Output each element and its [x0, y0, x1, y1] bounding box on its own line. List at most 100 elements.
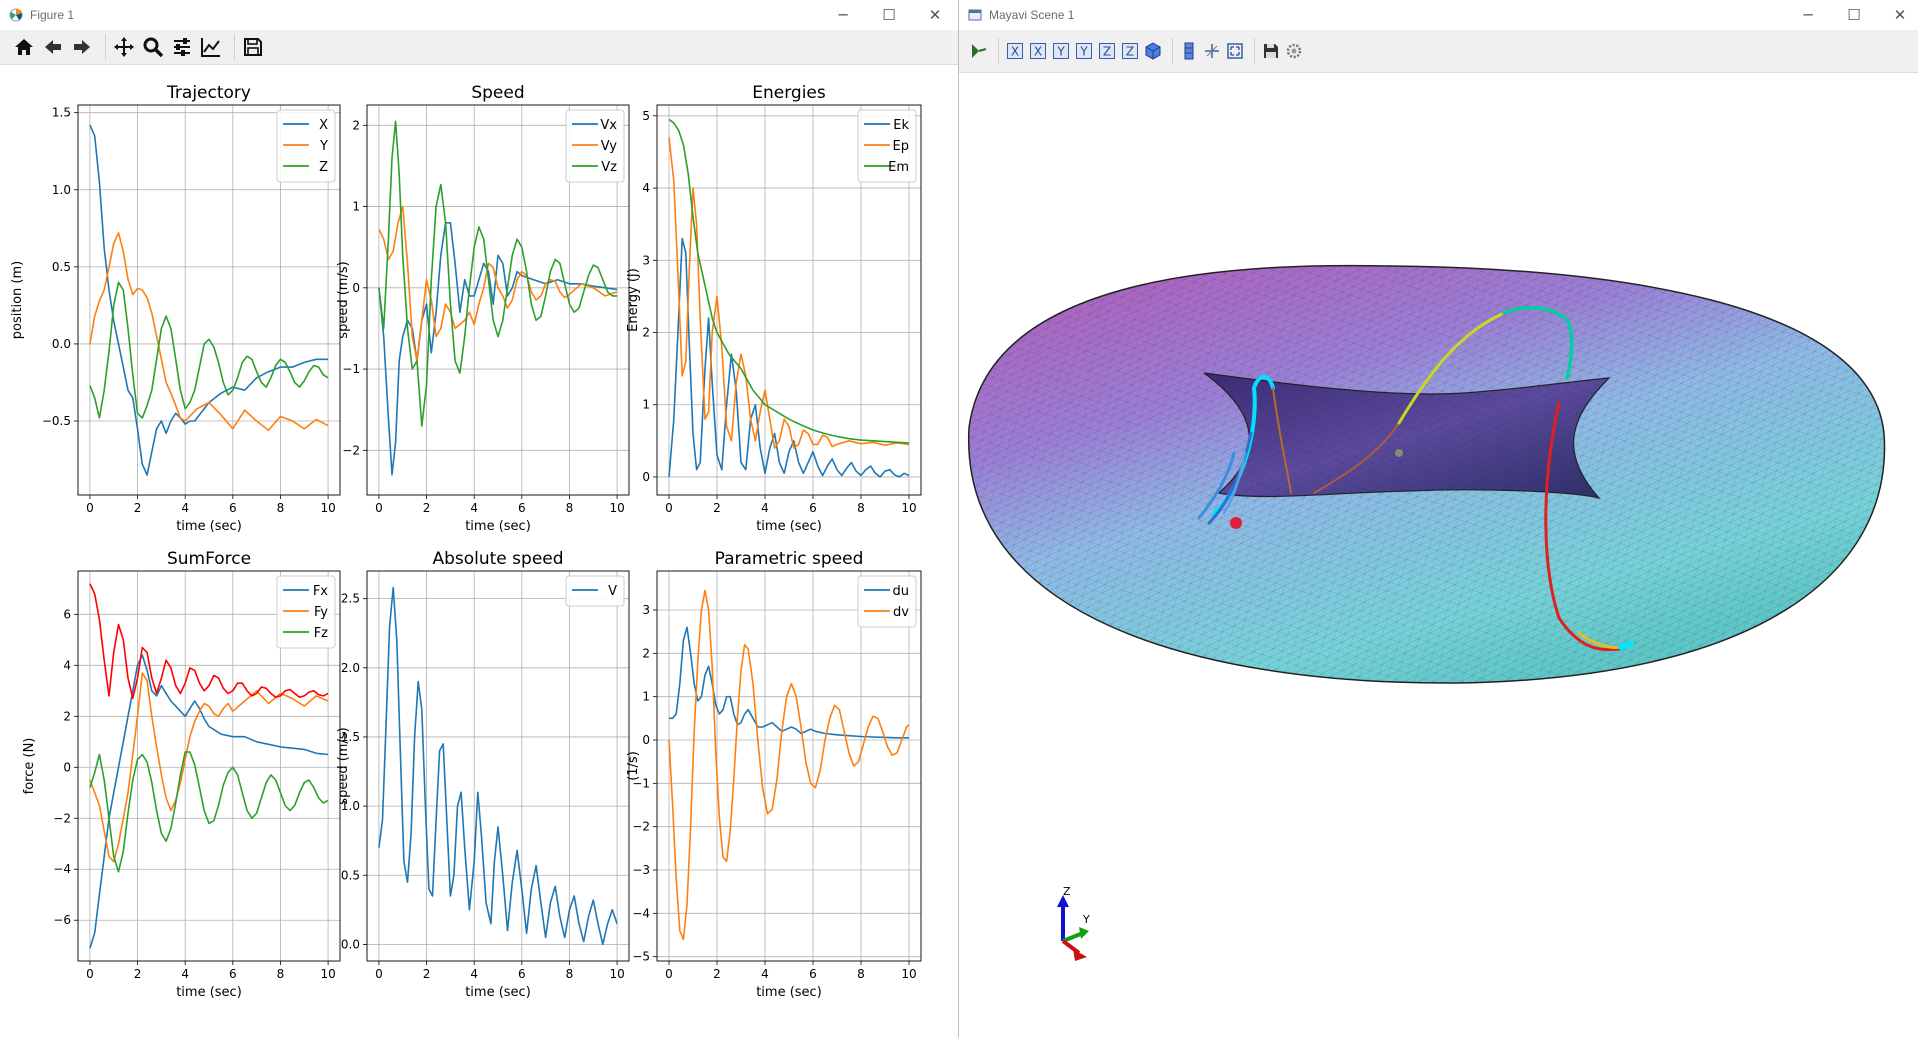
- x-tick-label: 10: [609, 501, 624, 515]
- y-tick-label: 4: [642, 181, 650, 195]
- fullscreen-button[interactable]: [1225, 40, 1245, 62]
- legend-label: Fy: [314, 605, 328, 620]
- particle-start-marker: [1230, 517, 1242, 529]
- x-tick-label: 8: [857, 967, 865, 981]
- save-scene-button[interactable]: [1261, 40, 1281, 62]
- subplot-trajectory: 0 2 4 6 8 10 −0.5 0.0 0.5 1.0 1.5 Trajectory time (s…: [10, 83, 341, 534]
- pan-icon: [114, 37, 134, 57]
- y-tick-label: −1: [632, 776, 650, 790]
- forward-button[interactable]: [70, 35, 94, 59]
- x-tick-label: 10: [901, 501, 916, 515]
- minimize-button[interactable]: ─: [838, 6, 848, 24]
- series-line-y: [89, 232, 329, 432]
- x-tick-label: 10: [320, 967, 335, 981]
- y-tick-label: 6: [63, 607, 71, 621]
- home-icon: [15, 39, 33, 55]
- pan-button[interactable]: [112, 35, 136, 59]
- x-tick-label: 4: [181, 501, 189, 515]
- fullscreen-icon: [1227, 43, 1243, 59]
- toolbar-separator: [998, 38, 999, 64]
- x-tick-label: 10: [901, 967, 916, 981]
- x-tick-label: 10: [609, 967, 624, 981]
- axis-label-z: Z: [1063, 885, 1071, 898]
- series-line-fz: [89, 751, 329, 873]
- subplot-param_speed: 0 2 4 6 8 10 −5 −4 −3 −2 −1 0 1 2 3 Parametric speed tim…: [626, 549, 922, 1000]
- view-x-positive-button[interactable]: X: [1005, 40, 1025, 62]
- y-tick-label: −6: [53, 913, 71, 927]
- axes-frame: [656, 104, 922, 496]
- series-line-vz: [378, 120, 618, 427]
- particle-trajectory: [1197, 306, 1634, 652]
- y-tick-label: −3: [632, 863, 650, 877]
- x-tick-label: 8: [566, 501, 574, 515]
- x-axis-label: time (sec): [176, 519, 242, 534]
- axes-frame: [366, 104, 630, 496]
- axes-frame: [77, 570, 341, 962]
- view-y-negative-button[interactable]: Y: [1074, 40, 1094, 62]
- x-tick-label: 4: [761, 967, 769, 981]
- legend-label: Fz: [314, 626, 328, 641]
- mayavi-pipeline-icon: [972, 44, 987, 58]
- legend-label: Ep: [893, 139, 909, 154]
- y-axis-label: position (m): [10, 261, 25, 339]
- mayavi-app-icon: [968, 9, 982, 21]
- y-tick-label: 0.0: [341, 937, 360, 951]
- maximize-button[interactable]: ☐: [1847, 6, 1861, 24]
- scene-config-icon: [1286, 43, 1302, 59]
- view-y-positive-button[interactable]: Y: [1051, 40, 1071, 62]
- x-tick-label: 4: [761, 501, 769, 515]
- y-tick-label: −2: [53, 811, 71, 825]
- parallel-projection-button[interactable]: [1179, 40, 1199, 62]
- mayavi-pipeline-button[interactable]: [969, 40, 989, 62]
- x-tick-label: 4: [181, 967, 189, 981]
- legend-label: Vy: [601, 139, 618, 154]
- x-tick-label: 2: [713, 967, 721, 981]
- close-button[interactable]: ✕: [1893, 6, 1907, 24]
- view-button-label: Y: [1056, 45, 1065, 59]
- home-button[interactable]: [12, 35, 36, 59]
- toolbar-separator: [105, 34, 106, 60]
- view-button-label: X: [1034, 45, 1042, 59]
- view-button-label: Z: [1126, 45, 1134, 59]
- view-x-negative-button[interactable]: X: [1028, 40, 1048, 62]
- save-icon: [244, 38, 262, 56]
- y-axis-label: force (N): [22, 738, 37, 795]
- x-tick-label: 2: [423, 501, 431, 515]
- view-z-positive-button[interactable]: Z: [1097, 40, 1117, 62]
- zoom-icon: [143, 37, 164, 58]
- zoom-button[interactable]: [141, 35, 165, 59]
- axes-toggle-button[interactable]: [1202, 40, 1222, 62]
- toolbar-separator: [1254, 38, 1255, 64]
- close-button[interactable]: ✕: [928, 6, 942, 24]
- legend-label: V: [608, 584, 617, 599]
- y-tick-label: −5: [632, 950, 650, 964]
- x-tick-label: 8: [857, 501, 865, 515]
- series-line-magnitude: [89, 583, 329, 700]
- view-y-icon: Y: [1053, 43, 1069, 59]
- series-line-fx: [89, 654, 329, 949]
- x-tick-label: 0: [86, 501, 94, 515]
- y-axis-label: (1/s): [626, 751, 641, 781]
- scene-config-button[interactable]: [1284, 40, 1304, 62]
- mayavi-title: Mayavi Scene 1: [989, 8, 1075, 22]
- view-x-icon: X: [1030, 43, 1046, 59]
- series-lines: [89, 583, 329, 949]
- isometric-view-button[interactable]: [1143, 40, 1163, 62]
- minimize-button[interactable]: ─: [1803, 6, 1813, 24]
- x-tick-label: 4: [470, 501, 478, 515]
- view-z-negative-button[interactable]: Z: [1120, 40, 1140, 62]
- back-button[interactable]: [41, 35, 65, 59]
- maximize-button[interactable]: ☐: [882, 6, 896, 24]
- save-figure-button[interactable]: [241, 35, 265, 59]
- y-tick-label: −2: [342, 443, 360, 457]
- legend-label: X: [319, 118, 328, 133]
- mayavi-3d-scene[interactable]: Z Y: [959, 73, 1918, 1038]
- mayavi-titlebar: Mayavi Scene 1 ─ ☐ ✕: [959, 0, 1918, 30]
- configure-subplots-button[interactable]: [170, 35, 194, 59]
- torus-surface: [968, 264, 1886, 684]
- series-lines: [378, 586, 618, 946]
- y-tick-label: −0.5: [42, 414, 71, 428]
- legend-label: Vz: [601, 160, 617, 175]
- edit-axis-button[interactable]: [199, 35, 223, 59]
